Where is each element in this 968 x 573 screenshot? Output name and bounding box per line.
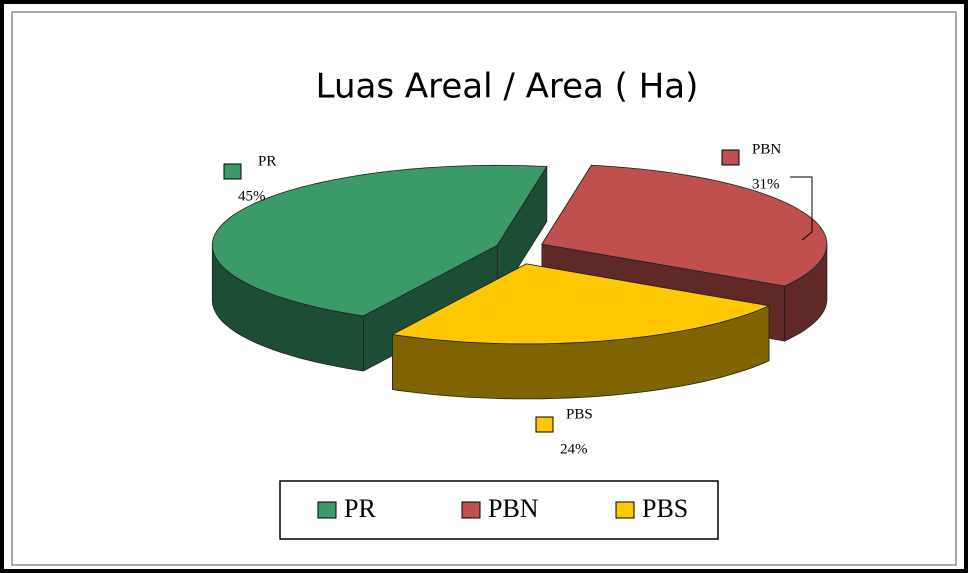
data-label-value: 24% (560, 441, 588, 457)
data-label-name: PBS (566, 406, 593, 422)
data-label-value: 45% (238, 188, 266, 204)
slice (211, 164, 548, 317)
legend-label: PR (344, 494, 376, 523)
legend-swatch (461, 501, 481, 519)
slice (391, 263, 771, 345)
slice (541, 164, 828, 287)
pie (211, 163, 828, 400)
leader-line (790, 176, 813, 241)
legend-swatch (317, 501, 337, 519)
label-swatch (223, 163, 242, 180)
legend-label: PBN (488, 494, 539, 523)
data-label-value: 31% (752, 176, 780, 192)
chart-title: Luas Areal / Area ( Ha) (316, 67, 699, 107)
legend-swatch (615, 501, 635, 519)
legend-label: PBS (642, 494, 688, 523)
inner-frame (11, 11, 957, 566)
legend (279, 480, 719, 540)
label-swatch (535, 416, 554, 433)
data-label-name: PR (258, 153, 276, 169)
label-swatch (721, 149, 740, 166)
data-label-name: PBN (752, 141, 781, 157)
